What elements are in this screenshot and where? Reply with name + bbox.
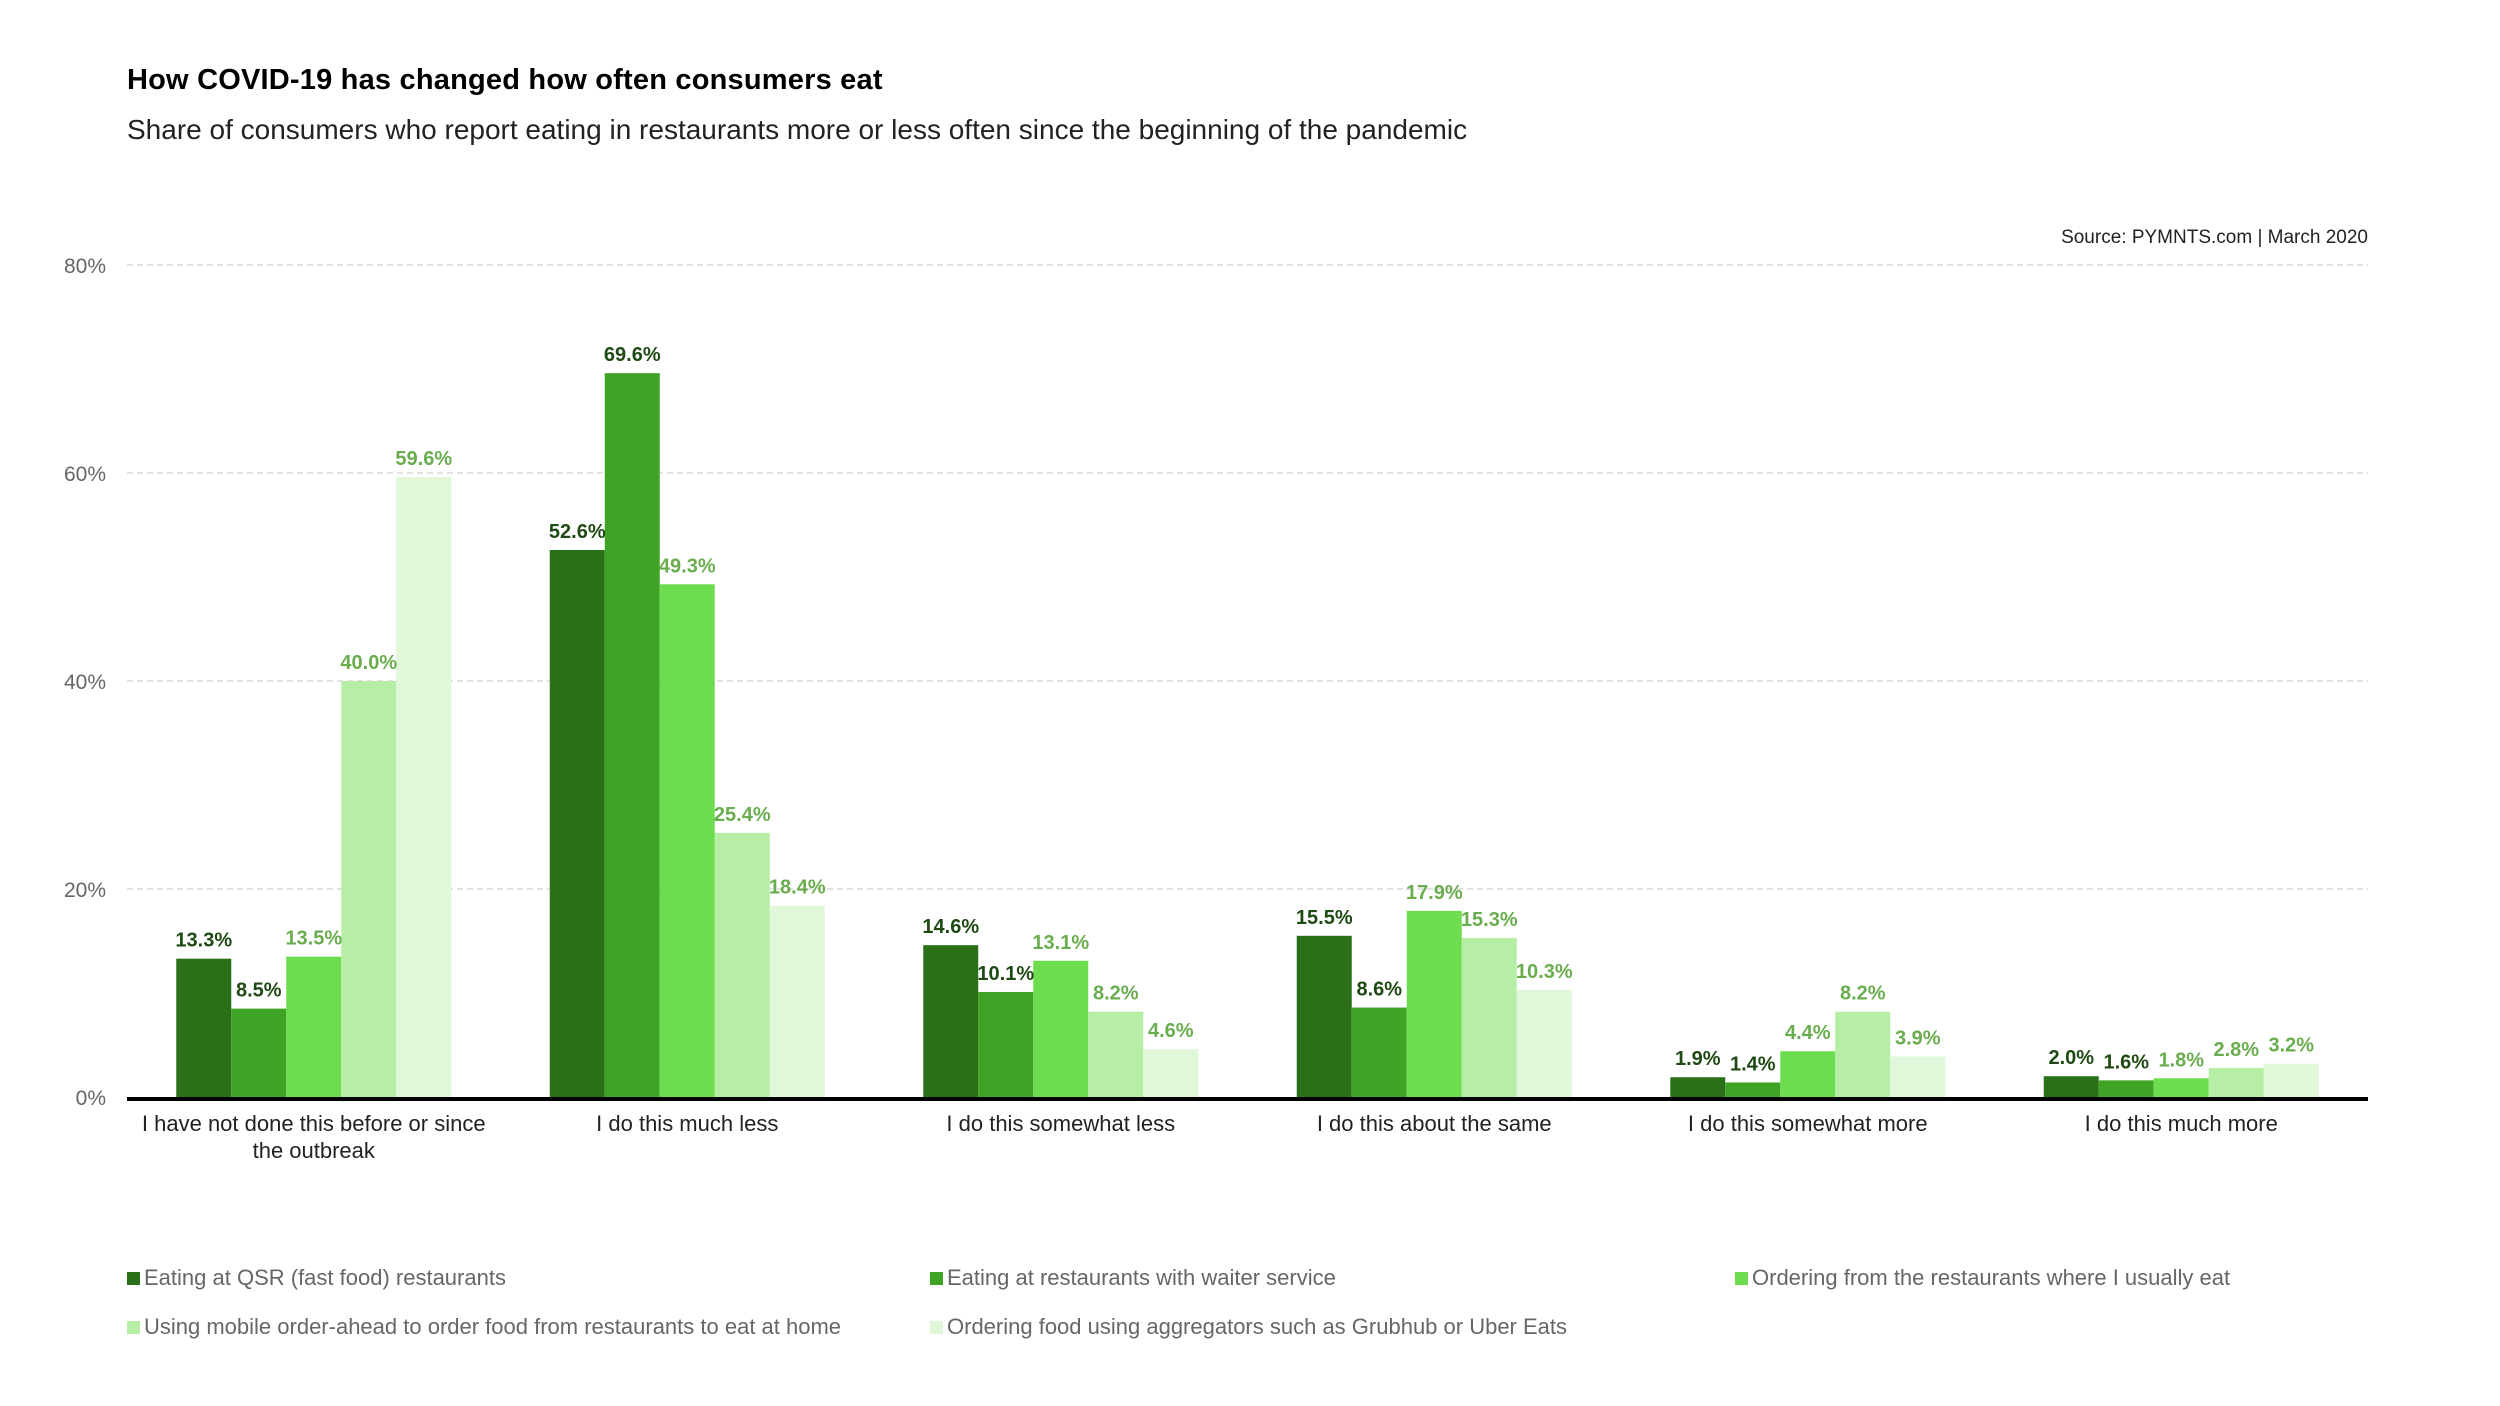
bar [604, 373, 660, 1097]
bar [1725, 1082, 1781, 1097]
data-label: 1.8% [2158, 1049, 2204, 1071]
legend-label: Ordering food using aggregators such as … [947, 1314, 1568, 1339]
data-label: 8.5% [236, 980, 282, 1002]
y-tick-label: 40% [64, 671, 106, 694]
data-label: 69.6% [604, 344, 661, 366]
legend-item[interactable]: Ordering from the restaurants where I us… [1735, 1265, 2230, 1291]
bar [1296, 935, 1352, 1097]
data-label: 8.6% [1356, 979, 1402, 1001]
y-tick-label: 60% [64, 463, 106, 486]
chart-subtitle: Share of consumers who report eating in … [127, 114, 1468, 145]
bar [1780, 1051, 1836, 1097]
data-label: 3.2% [2268, 1035, 2314, 1057]
legend-swatch [1735, 1271, 1748, 1285]
legend-label: Eating at QSR (fast food) restaurants [144, 1265, 506, 1290]
data-label: 15.3% [1461, 909, 1518, 931]
legend-item[interactable]: Eating at QSR (fast food) restaurants [127, 1265, 506, 1291]
bar [286, 956, 342, 1097]
bar [2208, 1067, 2264, 1097]
data-label: 17.9% [1406, 882, 1463, 904]
bar [1351, 1007, 1407, 1097]
bar [923, 945, 979, 1097]
legend-swatch [930, 1320, 943, 1334]
data-label: 10.1% [977, 963, 1034, 985]
bar [231, 1008, 287, 1097]
data-label: 8.2% [1840, 983, 1886, 1005]
bar [1516, 989, 1572, 1097]
x-category-label: I do this much less [596, 1111, 778, 1136]
data-label: 14.6% [922, 916, 979, 938]
legend-swatch [127, 1271, 140, 1285]
x-axis-categories: I have not done this before or sincethe … [142, 1111, 2278, 1163]
x-category-label: the outbreak [253, 1138, 376, 1163]
legend-item[interactable]: Ordering food using aggregators such as … [930, 1314, 1567, 1340]
bar [2153, 1078, 2209, 1097]
x-category-label: I do this much more [2085, 1111, 2278, 1136]
data-label: 13.5% [285, 928, 342, 950]
bar [978, 991, 1034, 1097]
bar [396, 477, 452, 1097]
gridlines [127, 264, 2368, 890]
legend-item[interactable]: Using mobile order-ahead to order food f… [127, 1314, 841, 1340]
data-label: 40.0% [340, 652, 397, 674]
y-tick-label: 0% [76, 1087, 106, 1110]
bar [2098, 1080, 2154, 1097]
data-label: 3.9% [1895, 1027, 1941, 1049]
bar [1143, 1049, 1199, 1097]
bar [714, 832, 770, 1097]
x-category-label: I do this somewhat more [1688, 1111, 1928, 1136]
legend-swatch [127, 1320, 140, 1334]
y-tick-label: 20% [64, 879, 106, 902]
bar [2043, 1076, 2099, 1097]
bar [659, 584, 715, 1097]
data-label: 13.3% [175, 930, 232, 952]
chart-title: How COVID-19 has changed how often consu… [127, 64, 883, 96]
legend-label: Ordering from the restaurants where I us… [1752, 1265, 2231, 1290]
data-label: 1.9% [1675, 1048, 1721, 1070]
legend-label: Using mobile order-ahead to order food f… [144, 1314, 842, 1339]
source-note: Source: PYMNTS.com | March 2020 [2061, 227, 2368, 248]
y-axis-ticks: 0% 20% 40% 60% 80% [64, 255, 106, 1110]
bar [1890, 1056, 1946, 1097]
bar [341, 681, 397, 1097]
data-label: 52.6% [549, 521, 606, 543]
legend-swatch [930, 1271, 943, 1285]
bar [176, 958, 232, 1097]
y-tick-label: 80% [64, 255, 106, 278]
bar [1033, 960, 1089, 1097]
data-label: 25.4% [714, 804, 771, 826]
bar [549, 549, 605, 1097]
data-label: 15.5% [1296, 907, 1353, 929]
x-category-label: I do this somewhat less [946, 1111, 1175, 1136]
bar [769, 905, 825, 1097]
bar [1835, 1011, 1891, 1097]
data-label: 2.0% [2048, 1047, 2094, 1069]
bar [1088, 1011, 1144, 1097]
x-category-label: I have not done this before or since [142, 1111, 486, 1136]
data-label: 4.4% [1785, 1022, 1831, 1044]
data-label: 4.6% [1148, 1020, 1194, 1042]
data-label: 2.8% [2213, 1039, 2259, 1061]
data-label: 18.4% [769, 877, 826, 899]
bar [2263, 1063, 2319, 1097]
bar [1670, 1077, 1726, 1097]
bar [1461, 937, 1517, 1097]
data-labels: 13.3% 8.5% 13.5% 40.0% 59.6% 52.6% 69.6% 49.3% 2… [175, 344, 2314, 1075]
data-label: 13.1% [1032, 932, 1089, 954]
data-label: 59.6% [395, 448, 452, 470]
legend-item[interactable]: Eating at restaurants with waiter servic… [930, 1265, 1336, 1291]
data-label: 49.3% [659, 555, 716, 577]
x-category-label: I do this about the same [1317, 1111, 1552, 1136]
legend-label: Eating at restaurants with waiter servic… [947, 1265, 1336, 1290]
bar [1406, 910, 1462, 1097]
data-label: 8.2% [1093, 983, 1139, 1005]
data-label: 1.6% [2103, 1051, 2149, 1073]
data-label: 10.3% [1516, 961, 1573, 983]
bars [176, 373, 2319, 1097]
data-label: 1.4% [1730, 1053, 1776, 1075]
